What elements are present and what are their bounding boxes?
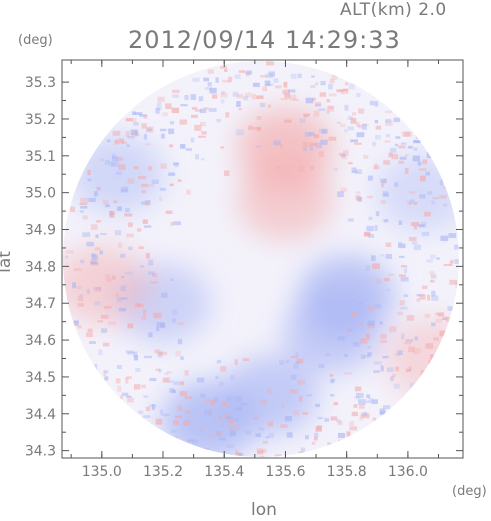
heatmap-region xyxy=(62,244,150,325)
x-axis-label: lon xyxy=(251,500,277,520)
y-tick-label: 35.0 xyxy=(25,186,56,202)
y-tick-label: 35.3 xyxy=(25,75,56,91)
heatmap-region xyxy=(69,134,166,215)
y-tick-label: 34.5 xyxy=(25,370,56,386)
y-tick-label: 34.6 xyxy=(25,333,56,349)
x-tick-label: 136.0 xyxy=(388,464,428,480)
x-tick-label: 135.8 xyxy=(327,464,367,480)
chart-title-datetime: 2012/09/14 14:29:33 xyxy=(128,26,401,54)
x-axis-unit: (deg) xyxy=(452,484,487,499)
altitude-label: ALT(km) 2.0 xyxy=(340,0,447,20)
plot-frame xyxy=(61,59,464,459)
y-tick-label: 35.2 xyxy=(25,112,56,128)
x-tick-label: 135.2 xyxy=(143,464,183,480)
y-tick-label: 34.4 xyxy=(25,407,56,423)
y-tick-label: 35.1 xyxy=(25,149,56,165)
y-tick-label: 34.7 xyxy=(25,296,56,312)
x-tick-label: 135.4 xyxy=(204,464,244,480)
y-axis-unit: (deg) xyxy=(18,33,53,48)
y-tick-label: 34.3 xyxy=(25,444,56,460)
noise-speckle xyxy=(65,61,459,457)
y-tick-label: 34.8 xyxy=(25,259,56,275)
x-tick-label: 135.6 xyxy=(265,464,305,480)
heatmap-region xyxy=(237,160,334,241)
x-tick-label: 135.0 xyxy=(82,464,122,480)
heatmap-region xyxy=(160,381,257,457)
y-tick-label: 34.9 xyxy=(25,223,56,239)
